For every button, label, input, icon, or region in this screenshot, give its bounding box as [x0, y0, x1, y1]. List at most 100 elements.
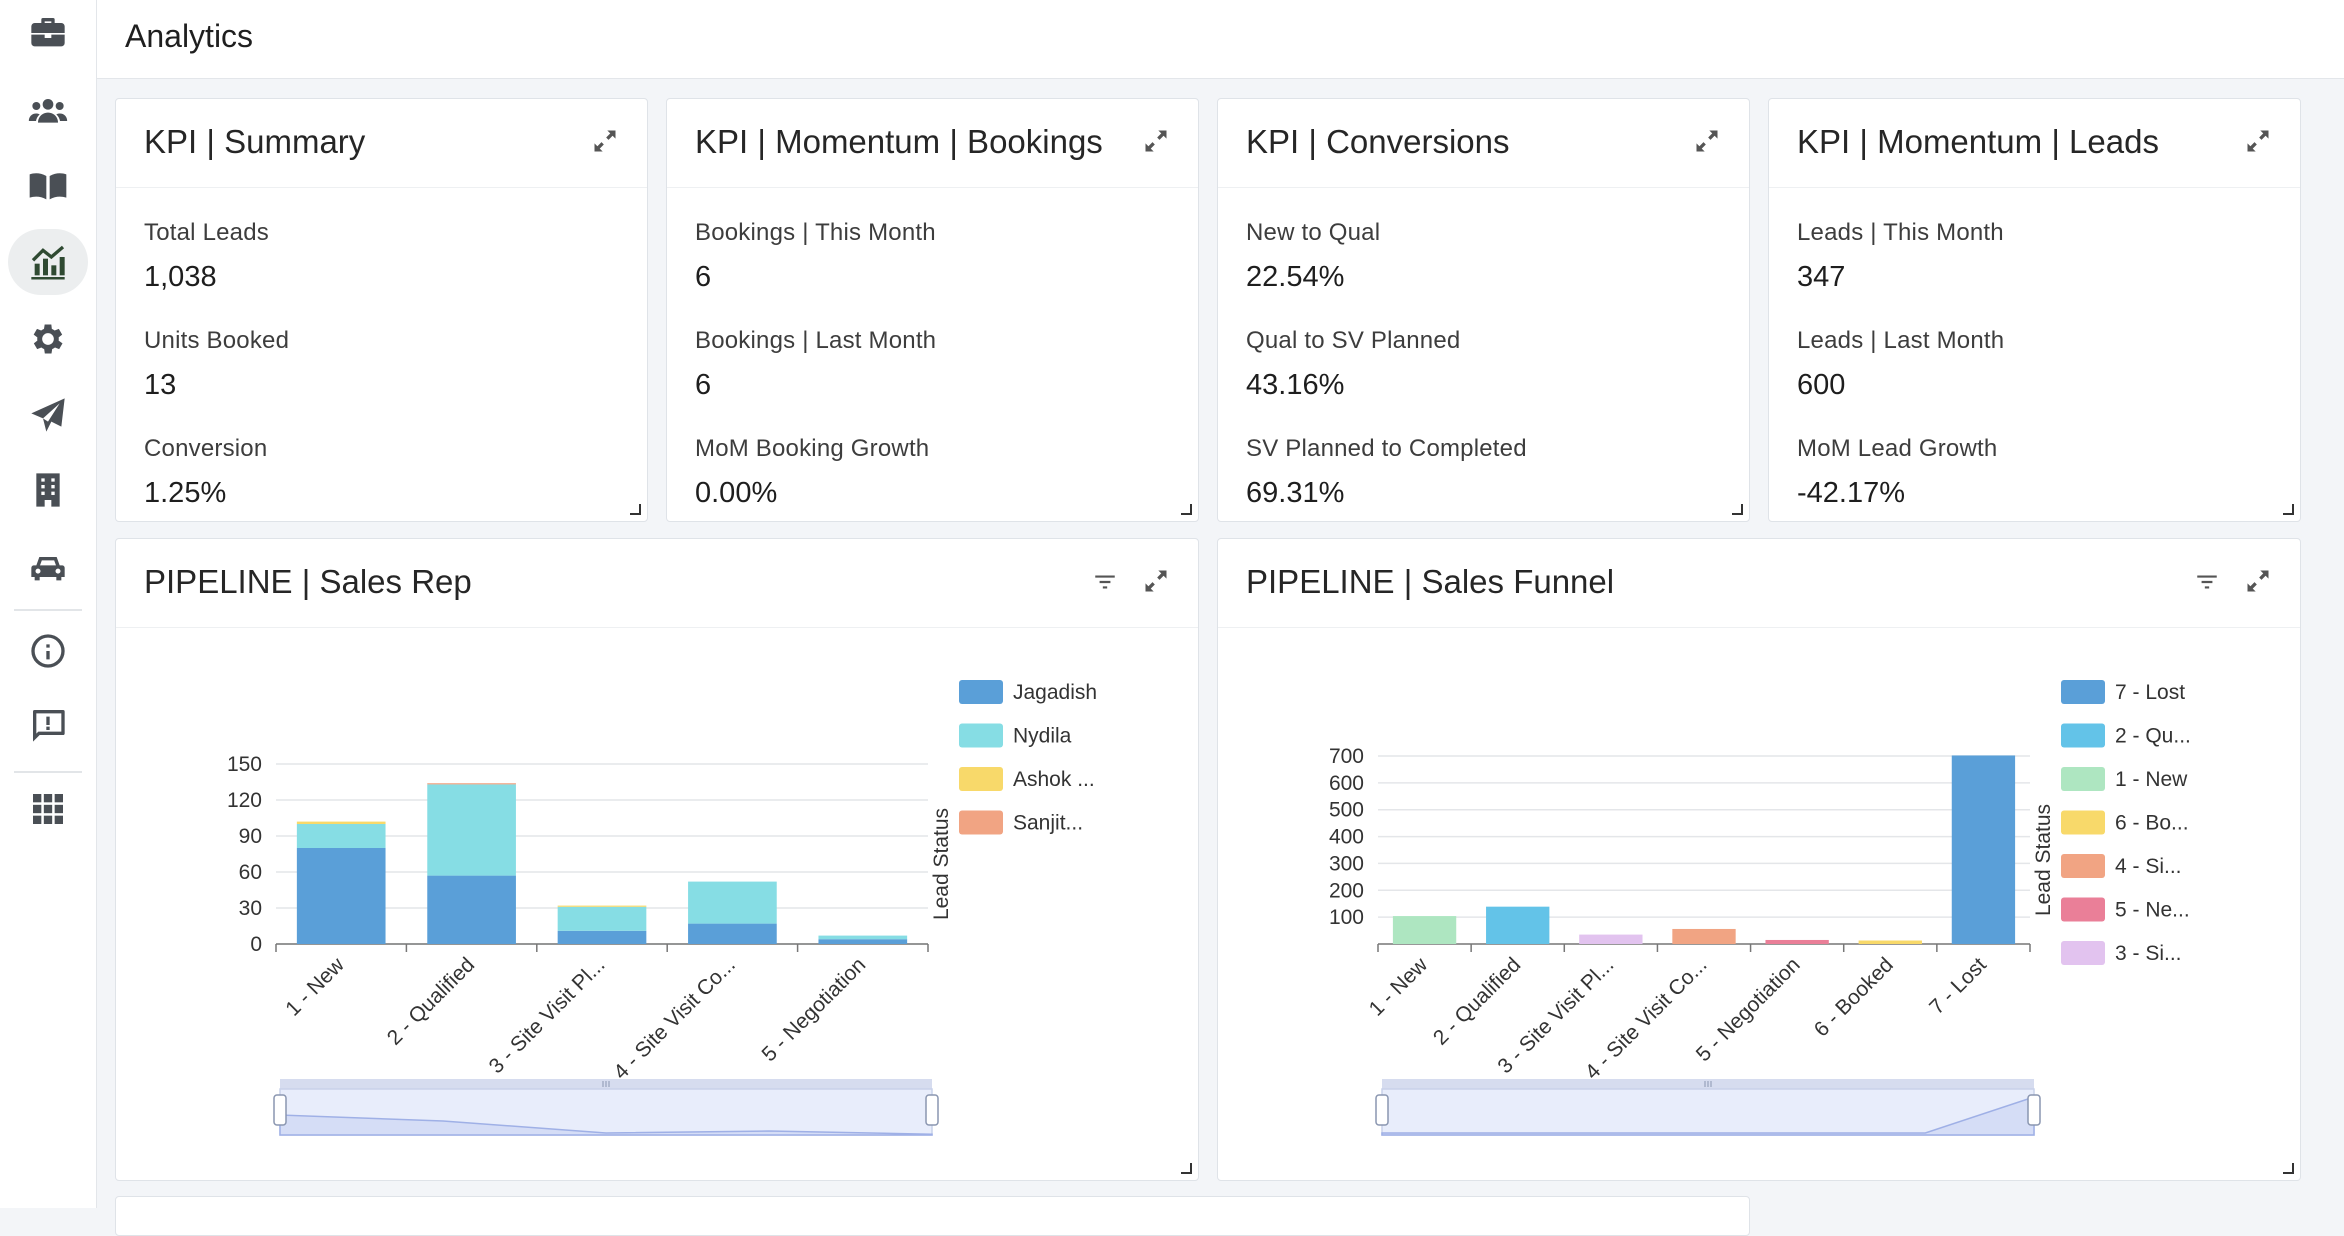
y-tick-label: 30	[239, 897, 262, 920]
x-tick-label: 1 - New	[281, 953, 349, 1021]
zoom-slider-preview	[279, 1114, 933, 1136]
feedback-icon	[33, 710, 65, 742]
users-icon	[28, 99, 68, 123]
nav-apps[interactable]	[8, 776, 88, 842]
metric-label: Leads | This Month	[1797, 219, 2004, 246]
bar-segment	[427, 784, 516, 876]
legend-swatch	[959, 723, 1003, 748]
bar-segment	[296, 824, 386, 848]
metric-label: Bookings | Last Month	[695, 327, 937, 354]
metric-value: 1,038	[144, 261, 217, 293]
metric-value: 1.25%	[144, 477, 227, 509]
expand-icon[interactable]	[1142, 127, 1170, 155]
legend-swatch	[959, 810, 1003, 835]
nav-divider	[14, 771, 82, 773]
nav-analytics[interactable]	[8, 229, 88, 295]
nav-divider	[14, 609, 82, 611]
card-title: KPI | Summary	[144, 123, 366, 160]
resize-handle-icon[interactable]	[629, 503, 641, 515]
legend-label: 5 - Ne...	[2115, 899, 2190, 922]
metric-label: SV Planned to Completed	[1246, 435, 1527, 462]
metric-label: MoM Lead Growth	[1797, 435, 1998, 462]
bar-segment	[688, 923, 777, 944]
resize-handle-icon[interactable]	[2282, 503, 2294, 515]
resize-handle-icon[interactable]	[1731, 503, 1743, 515]
kpi-bookings-card: KPI | Momentum | Bookings Bookings | Thi…	[666, 98, 1199, 522]
y-axis-label: Lead Status	[2032, 804, 2055, 916]
car-icon	[31, 557, 65, 581]
legend-swatch	[2061, 680, 2105, 704]
nav-info[interactable]	[8, 618, 88, 684]
paper-plane-icon	[31, 398, 65, 432]
card-header: KPI | Momentum | Bookings	[667, 99, 1198, 188]
zoom-handle-right	[2027, 1094, 2041, 1126]
metric-value: 22.54%	[1246, 261, 1345, 293]
sidebar	[0, 0, 97, 1208]
bar	[1392, 916, 1457, 944]
bar	[1579, 934, 1643, 944]
bar-segment	[818, 939, 908, 944]
legend-label: Jagadish	[1013, 681, 1097, 704]
legend-swatch	[2061, 897, 2105, 922]
card-header: PIPELINE | Sales Funnel	[1218, 539, 2300, 628]
bar-segment	[296, 821, 386, 824]
pipeline-sales-rep-card: PIPELINE | Sales Rep 0 30 60 90 120 150 1 - Ne…	[115, 538, 1199, 1181]
zoom-slider-track	[1381, 1088, 2035, 1136]
nav-campaigns[interactable]	[8, 382, 88, 448]
sales-rep-stacked-bar-chart: 0 30 60 90 120 150 1 - New 2 - Qualified 3 - Sit…	[227, 680, 1097, 1136]
metric-label: Qual to SV Planned	[1246, 327, 1461, 354]
y-tick-label: 60	[239, 861, 262, 884]
filter-icon[interactable]	[1092, 569, 1118, 595]
y-tick-label: 100	[1329, 906, 1364, 929]
legend-label: Sanjit...	[1013, 812, 1083, 835]
resize-handle-icon[interactable]	[1180, 503, 1192, 515]
y-tick-label: 300	[1329, 852, 1364, 875]
resize-handle-icon[interactable]	[2282, 1162, 2294, 1174]
y-tick-label: 200	[1329, 879, 1364, 902]
expand-icon[interactable]	[2244, 127, 2272, 155]
analytics-chart-icon	[31, 245, 65, 280]
bar-segment	[296, 848, 386, 944]
nav-feedback[interactable]	[8, 692, 88, 758]
legend-swatch	[2061, 810, 2105, 835]
y-tick-label: 600	[1329, 772, 1364, 795]
metric-value: 347	[1797, 261, 1846, 293]
expand-icon[interactable]	[2244, 567, 2272, 595]
expand-icon[interactable]	[591, 127, 619, 155]
card-header: KPI | Conversions	[1218, 99, 1749, 188]
filter-icon[interactable]	[2194, 569, 2220, 595]
kpi-summary-card: KPI | Summary Total Leads 1,038 Units Bo…	[115, 98, 648, 522]
card-title: KPI | Momentum | Leads	[1797, 123, 2159, 160]
nav-book[interactable]	[8, 153, 88, 219]
metric-value: 6	[695, 261, 712, 293]
legend-label: 1 - New	[2115, 768, 2188, 791]
legend-label: Nydila	[1013, 725, 1072, 748]
card-header: PIPELINE | Sales Rep	[116, 539, 1198, 628]
pipeline-sales-funnel-card: PIPELINE | Sales Funnel 100 200 300 400 500 6…	[1217, 538, 2301, 1181]
y-axis-label: Lead Status	[930, 808, 953, 920]
resize-handle-icon[interactable]	[1180, 1162, 1192, 1174]
metric-value: 69.31%	[1246, 477, 1345, 509]
metric-label: New to Qual	[1246, 219, 1381, 246]
legend-label: Ashok ...	[1013, 768, 1095, 791]
y-tick-label: 400	[1329, 826, 1364, 849]
zoom-handle-left	[273, 1094, 287, 1126]
metric-label: Leads | Last Month	[1797, 327, 2005, 354]
y-tick-label: 120	[227, 789, 262, 812]
nav-car[interactable]	[8, 534, 88, 600]
nav-users[interactable]	[8, 78, 88, 144]
x-tick-label: 6 - Booked	[1810, 953, 1898, 1041]
metric-label: Bookings | This Month	[695, 219, 936, 246]
nav-building[interactable]	[8, 457, 88, 523]
x-tick-label: 2 - Qualified	[1429, 953, 1525, 1049]
y-tick-label: 0	[250, 933, 262, 956]
expand-icon[interactable]	[1142, 567, 1170, 595]
x-tick-label: 1 - New	[1365, 953, 1433, 1021]
expand-icon[interactable]	[1693, 127, 1721, 155]
metric-value: 13	[144, 369, 177, 401]
legend-swatch	[2061, 941, 2105, 965]
nav-settings[interactable]	[8, 306, 88, 372]
legend-swatch	[959, 767, 1003, 791]
bar-segment	[818, 935, 908, 940]
nav-briefcase[interactable]	[8, 0, 88, 66]
